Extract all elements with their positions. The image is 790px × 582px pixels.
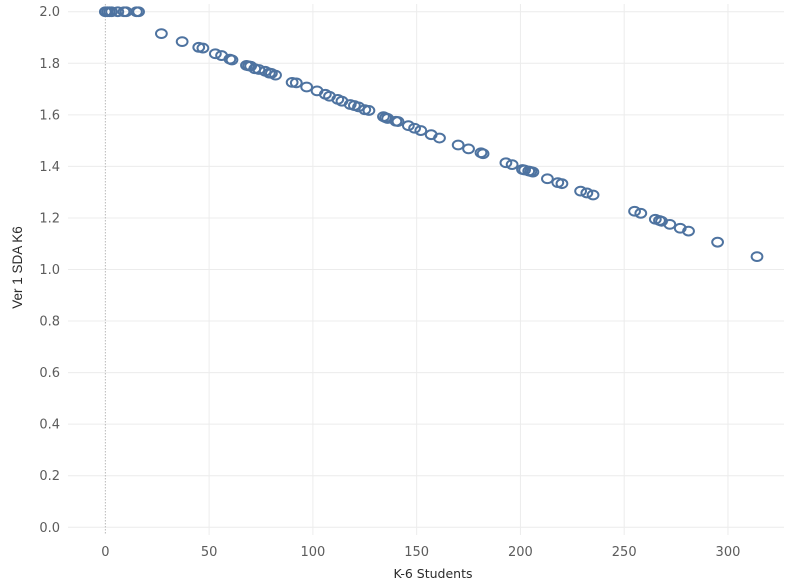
data-point	[408, 122, 421, 134]
data-point	[414, 125, 428, 136]
data-point	[225, 54, 239, 66]
y-tick-label: 0.4	[39, 418, 60, 433]
data-point	[628, 205, 641, 217]
x-tick-label: 0	[101, 545, 109, 560]
data-point	[196, 42, 210, 54]
y-tick-label: 0.8	[39, 315, 60, 330]
x-tick-label: 50	[201, 545, 218, 560]
x-axis-ticks: 0 50 100 150 200 250 300	[101, 545, 740, 560]
data-point	[105, 6, 118, 18]
gridlines	[68, 4, 784, 535]
data-point	[433, 132, 446, 144]
x-tick-label: 100	[300, 545, 325, 560]
y-tick-label: 1.4	[39, 160, 60, 175]
x-tick-label: 300	[716, 545, 741, 560]
data-point	[451, 139, 465, 151]
y-tick-label: 0.0	[39, 521, 60, 536]
y-tick-label: 1.6	[39, 108, 60, 123]
y-axis-title: Ver 1 SDA K6	[10, 226, 25, 309]
data-points	[98, 6, 764, 263]
data-point	[541, 173, 554, 185]
x-tick-label: 150	[404, 545, 429, 560]
data-point	[634, 207, 648, 219]
data-point	[574, 185, 588, 197]
data-point	[462, 143, 475, 155]
data-point	[300, 81, 314, 93]
data-point	[289, 77, 303, 89]
y-axis-ticks: 0.0 0.2 0.4 0.6 0.8 1.0 1.2 1.4 1.6 1.8 2.0	[39, 5, 60, 536]
data-point	[750, 251, 764, 263]
data-point	[401, 120, 415, 132]
y-tick-label: 2.0	[39, 5, 60, 20]
data-point	[154, 28, 168, 40]
data-point	[208, 48, 222, 60]
y-tick-label: 0.6	[39, 366, 60, 381]
data-point	[586, 189, 600, 201]
data-point	[269, 69, 282, 81]
data-point	[505, 159, 519, 170]
data-point	[175, 36, 189, 48]
data-point	[111, 6, 125, 18]
data-point	[132, 6, 145, 18]
data-point	[391, 116, 405, 127]
y-tick-label: 0.2	[39, 469, 60, 484]
data-point	[362, 105, 376, 116]
data-point	[555, 178, 569, 190]
data-point	[526, 166, 540, 178]
data-point	[499, 157, 513, 169]
data-point	[682, 225, 695, 237]
y-tick-label: 1.8	[39, 57, 60, 72]
data-point	[476, 148, 490, 160]
x-axis-title: K-6 Students	[393, 566, 472, 581]
y-tick-label: 1.2	[39, 211, 60, 226]
data-point	[252, 64, 266, 75]
data-point	[352, 101, 365, 113]
data-point	[663, 218, 677, 230]
data-point	[711, 236, 724, 248]
y-tick-label: 1.0	[39, 263, 60, 278]
x-tick-label: 250	[612, 545, 637, 560]
data-point	[580, 187, 594, 199]
x-tick-label: 200	[508, 545, 533, 560]
